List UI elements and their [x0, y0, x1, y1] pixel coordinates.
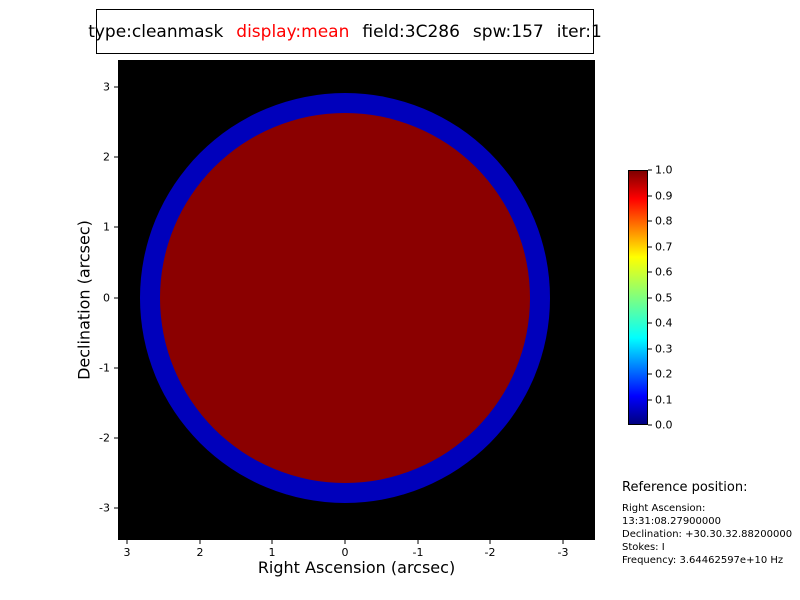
colorbar-tick-label: 0.1	[655, 393, 673, 407]
x-tick-label: 3	[123, 546, 131, 559]
title-segment-type: type:cleanmask	[88, 21, 224, 42]
x-tick-label: 0	[341, 546, 349, 559]
reference-stokes: Stokes: I	[622, 542, 665, 553]
colorbar-tick-label: 0.0	[655, 418, 673, 432]
colorbar-tick-label: 0.3	[655, 342, 673, 356]
y-axis-title: Declination (arcsec)	[74, 220, 94, 380]
x-tick: 2	[197, 540, 204, 559]
colorbar-tick: 0.9	[648, 190, 673, 203]
tick-mark	[648, 271, 652, 273]
tick-mark	[648, 348, 652, 350]
title-segment-spw: spw:157	[472, 21, 544, 42]
tick-mark	[648, 195, 652, 197]
reference-ra: Right Ascension: 13:31:08.27900000	[622, 503, 721, 527]
title-segment-iter: iter:1	[556, 21, 602, 42]
x-tick: 0	[342, 540, 349, 559]
tick-mark	[114, 156, 118, 158]
x-tick: 1	[269, 540, 276, 559]
tick-mark	[489, 540, 491, 544]
y-tick-label: -3	[99, 501, 110, 515]
title-segment-field: field:3C286	[362, 21, 460, 42]
tick-mark	[648, 246, 652, 248]
y-tick: -2	[99, 432, 118, 445]
tick-mark	[417, 540, 419, 544]
tick-mark	[648, 297, 652, 299]
x-axis-ticks: 3 2 1 0 -1 -2 -3	[118, 540, 595, 562]
colorbar-tick: 0.1	[648, 394, 673, 407]
colorbar-tick-label: 0.9	[655, 189, 673, 203]
tick-mark	[344, 540, 346, 544]
tick-mark	[114, 437, 118, 439]
y-tick: 1	[103, 221, 118, 234]
reference-dec: Declination: +30.30.32.88200000	[622, 529, 793, 540]
x-tick-label: 1	[268, 546, 276, 559]
colorbar-tick-label: 0.6	[655, 265, 673, 279]
y-tick: 0	[103, 292, 118, 305]
title-segment-display: display:mean	[236, 21, 350, 42]
tick-mark	[648, 220, 652, 222]
x-tick-label: -1	[412, 546, 424, 559]
tick-mark	[114, 226, 118, 228]
tick-mark	[648, 322, 652, 324]
tick-mark	[199, 540, 201, 544]
reference-frequency: Frequency: 3.64462597e+10 Hz	[622, 555, 784, 566]
y-tick: -3	[99, 502, 118, 515]
y-tick-label: 1	[103, 220, 110, 234]
colorbar-tick: 0.8	[648, 215, 673, 228]
colorbar-tick-label: 0.5	[655, 291, 673, 305]
colorbar-tick: 0.4	[648, 317, 673, 330]
y-axis-ticks: 3 2 1 0 -1 -2 -3	[84, 60, 118, 540]
tick-mark	[648, 424, 652, 426]
y-tick-label: -1	[99, 361, 110, 375]
plot-title-box: type:cleanmask display:mean field:3C286 …	[88, 9, 602, 54]
colorbar-tick-label: 0.7	[655, 240, 673, 254]
reference-heading: Reference position:	[622, 480, 748, 495]
tick-mark	[114, 367, 118, 369]
y-tick: 3	[103, 81, 118, 94]
colorbar-tick-label: 0.4	[655, 316, 673, 330]
y-tick: 2	[103, 151, 118, 164]
mask-core-circle	[160, 113, 530, 483]
colorbar-tick: 0.0	[648, 419, 673, 432]
y-tick-label: -2	[99, 431, 110, 445]
x-tick: -1	[412, 540, 424, 559]
colorbar-tick-label: 0.2	[655, 367, 673, 381]
y-tick-label: 2	[103, 150, 110, 164]
x-tick: -2	[484, 540, 496, 559]
colorbar-tick-label: 1.0	[655, 163, 673, 177]
tick-mark	[562, 540, 564, 544]
tick-mark	[648, 399, 652, 401]
x-tick-label: -2	[484, 546, 496, 559]
colorbar-tick: 0.7	[648, 241, 673, 254]
plot-axes: 3 2 1 0 -1 -2 -3 3 2 1 0 -1 -2 -3 Right …	[75, 60, 595, 577]
colorbar-tick-label: 0.8	[655, 214, 673, 228]
reference-position-block: Reference position: Right Ascension: 13:…	[622, 480, 800, 567]
tick-mark	[648, 373, 652, 375]
y-tick-label: 3	[103, 80, 110, 94]
colorbar-tick: 0.2	[648, 368, 673, 381]
tick-mark	[271, 540, 273, 544]
y-tick: -1	[99, 362, 118, 375]
colorbar-tick: 1.0	[648, 164, 673, 177]
x-tick-label: -3	[557, 546, 569, 559]
tick-mark	[114, 297, 118, 299]
tick-mark	[114, 86, 118, 88]
tick-mark	[114, 507, 118, 509]
plot-canvas	[118, 60, 595, 540]
x-tick: 3	[124, 540, 131, 559]
y-tick-label: 0	[103, 291, 110, 305]
x-tick: -3	[557, 540, 569, 559]
colorbar-tick: 0.6	[648, 266, 673, 279]
colorbar-ticks: 1.0 0.9 0.8 0.7 0.6 0.5 0.4 0.3 0.2 0.1 …	[648, 164, 692, 432]
x-tick-label: 2	[196, 546, 204, 559]
colorbar-tick: 0.3	[648, 343, 673, 356]
colorbar-gradient	[628, 170, 648, 425]
colorbar-tick: 0.5	[648, 292, 673, 305]
tick-mark	[126, 540, 128, 544]
x-axis-title: Right Ascension (arcsec)	[257, 558, 456, 577]
tick-mark	[648, 169, 652, 171]
